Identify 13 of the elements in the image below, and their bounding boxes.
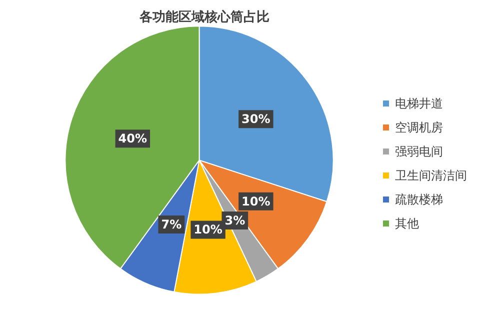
legend-label: 卫生间清洁间 (395, 168, 467, 182)
data-label: 30% (242, 112, 270, 126)
legend-label: 空调机房 (395, 120, 443, 134)
data-label: 40% (118, 132, 148, 146)
legend-label: 电梯井道 (395, 96, 443, 110)
data-label: 3% (224, 214, 246, 228)
chart-title: 各功能区域核心筒占比 (138, 9, 270, 25)
legend-label: 其他 (395, 216, 419, 230)
legend-label: 疏散楼梯 (395, 192, 443, 206)
data-label: 7% (161, 218, 182, 232)
legend-label: 强弱电间 (395, 144, 443, 158)
data-label: 10% (194, 222, 222, 237)
data-label: 10% (242, 194, 270, 208)
